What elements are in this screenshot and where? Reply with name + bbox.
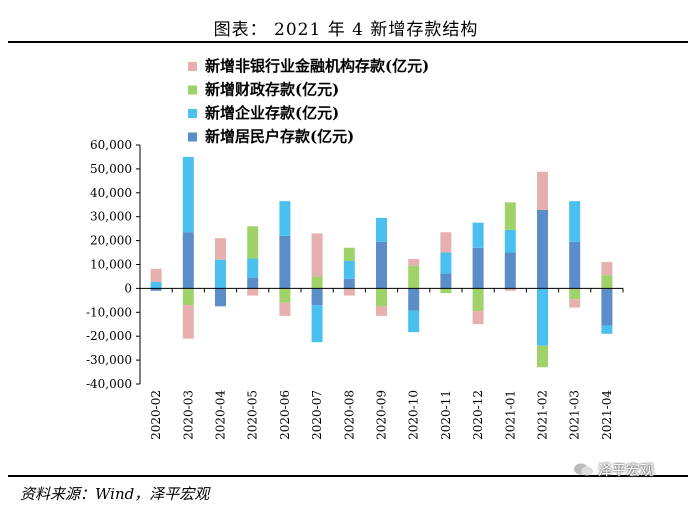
- bar-fiscal: [504, 202, 516, 230]
- bar-household: [150, 288, 162, 291]
- x-tick-label: 2020-10: [407, 390, 421, 440]
- y-tick-label: 40,000: [90, 186, 132, 200]
- footer-rule: [8, 475, 688, 477]
- bar-enterprise: [247, 258, 259, 278]
- x-tick-label: 2020-03: [181, 390, 195, 440]
- x-tick-label: 2021-01: [503, 390, 517, 440]
- y-tick-label: -40,000: [86, 377, 132, 391]
- bar-household: [279, 235, 291, 289]
- bar-enterprise: [182, 156, 194, 233]
- bar-household: [311, 288, 323, 306]
- y-tick-label: 20,000: [90, 234, 132, 248]
- bar-fiscal: [408, 265, 420, 289]
- bar-fiscal: [601, 275, 613, 289]
- x-tick-label: 2020-05: [246, 390, 260, 440]
- x-tick-label: 2020-08: [342, 390, 356, 440]
- bar-nonbank: [376, 306, 387, 316]
- bar-nonbank: [215, 238, 226, 260]
- bar-enterprise: [408, 310, 420, 333]
- bar-household: [569, 241, 581, 289]
- bar-enterprise: [215, 259, 226, 289]
- bar-household: [376, 241, 387, 289]
- x-tick-label: 2021-04: [600, 390, 614, 440]
- bar-enterprise: [150, 281, 162, 289]
- title-rule: [8, 41, 688, 43]
- bar-fiscal: [440, 288, 452, 294]
- bar-nonbank: [343, 288, 355, 296]
- x-tick-label: 2020-06: [278, 390, 292, 440]
- x-tick-label: 2020-04: [214, 390, 228, 440]
- x-tick-label: 2020-09: [375, 390, 389, 440]
- bar-fiscal: [569, 288, 581, 300]
- bar-enterprise: [472, 222, 484, 248]
- page-title: 图表： 2021 年 4 新增存款结构: [213, 20, 479, 40]
- bar-nonbank: [150, 268, 162, 282]
- bar-enterprise: [569, 201, 581, 242]
- bar-fiscal: [279, 288, 291, 303]
- bar-household: [504, 252, 516, 289]
- x-tick-label: 2020-07: [310, 390, 324, 440]
- x-tick-label: 2020-02: [149, 390, 163, 440]
- bar-fiscal: [247, 226, 259, 259]
- bar-nonbank: [472, 311, 484, 325]
- y-tick-label: -10,000: [86, 305, 132, 319]
- bar-nonbank: [408, 259, 420, 266]
- bar-household: [537, 210, 548, 289]
- bar-fiscal: [376, 288, 387, 307]
- x-tick-label: 2021-02: [536, 390, 550, 440]
- bar-enterprise: [343, 260, 355, 279]
- x-tick-label: 2020-12: [471, 390, 485, 440]
- bar-household: [343, 278, 355, 289]
- bar-enterprise: [440, 252, 452, 274]
- bar-household: [440, 273, 452, 289]
- bar-nonbank: [569, 299, 581, 308]
- bar-enterprise: [537, 288, 548, 346]
- x-tick-label: 2020-11: [439, 390, 453, 440]
- y-tick-label: 0: [124, 281, 132, 295]
- y-tick-label: -30,000: [86, 353, 132, 367]
- y-tick-label: 30,000: [90, 210, 132, 224]
- legend-label-fiscal: 新增财政存款(亿元): [205, 81, 339, 99]
- bar-nonbank: [504, 288, 516, 291]
- legend-swatch-enterprise: [188, 109, 197, 118]
- x-tick-label: 2021-03: [568, 390, 582, 440]
- legend-label-nonbank: 新增非银行业金融机构存款(亿元): [205, 57, 429, 75]
- legend-label-household: 新增居民户存款(亿元): [205, 128, 354, 146]
- bar-fiscal: [311, 276, 323, 289]
- bar-nonbank: [182, 305, 194, 339]
- bar-fiscal: [343, 247, 355, 261]
- bar-fiscal: [472, 288, 484, 312]
- bar-household: [247, 277, 259, 289]
- legend-swatch-nonbank: [188, 62, 197, 71]
- bar-nonbank: [601, 262, 613, 276]
- bar-household: [408, 288, 420, 311]
- bar-enterprise: [376, 217, 387, 242]
- bar-nonbank: [537, 171, 548, 211]
- bar-nonbank: [279, 302, 291, 316]
- bar-fiscal: [182, 288, 194, 306]
- bar-household: [472, 247, 484, 289]
- legend-swatch-household: [188, 132, 197, 142]
- bar-enterprise: [601, 325, 613, 334]
- bar-nonbank: [440, 232, 452, 253]
- bar-enterprise: [504, 229, 516, 253]
- bar-fiscal: [537, 345, 548, 368]
- y-tick-label: -20,000: [86, 329, 132, 343]
- legend-label-enterprise: 新增企业存款(亿元): [205, 104, 339, 122]
- wechat-icon: [574, 463, 593, 476]
- bar-nonbank: [247, 288, 259, 296]
- source-note: 资料来源：Wind，泽平宏观: [20, 485, 210, 503]
- bar-nonbank: [311, 233, 323, 277]
- y-tick-label: 10,000: [90, 258, 132, 272]
- bar-household: [601, 288, 613, 326]
- y-tick-label: 50,000: [90, 162, 132, 176]
- legend-swatch-fiscal: [188, 85, 197, 95]
- bar-household: [215, 288, 226, 307]
- bar-enterprise: [311, 305, 323, 343]
- y-tick-label: 60,000: [90, 138, 132, 152]
- bar-household: [182, 232, 194, 289]
- watermark-text: 泽平宏观: [598, 463, 654, 479]
- bar-enterprise: [279, 201, 291, 236]
